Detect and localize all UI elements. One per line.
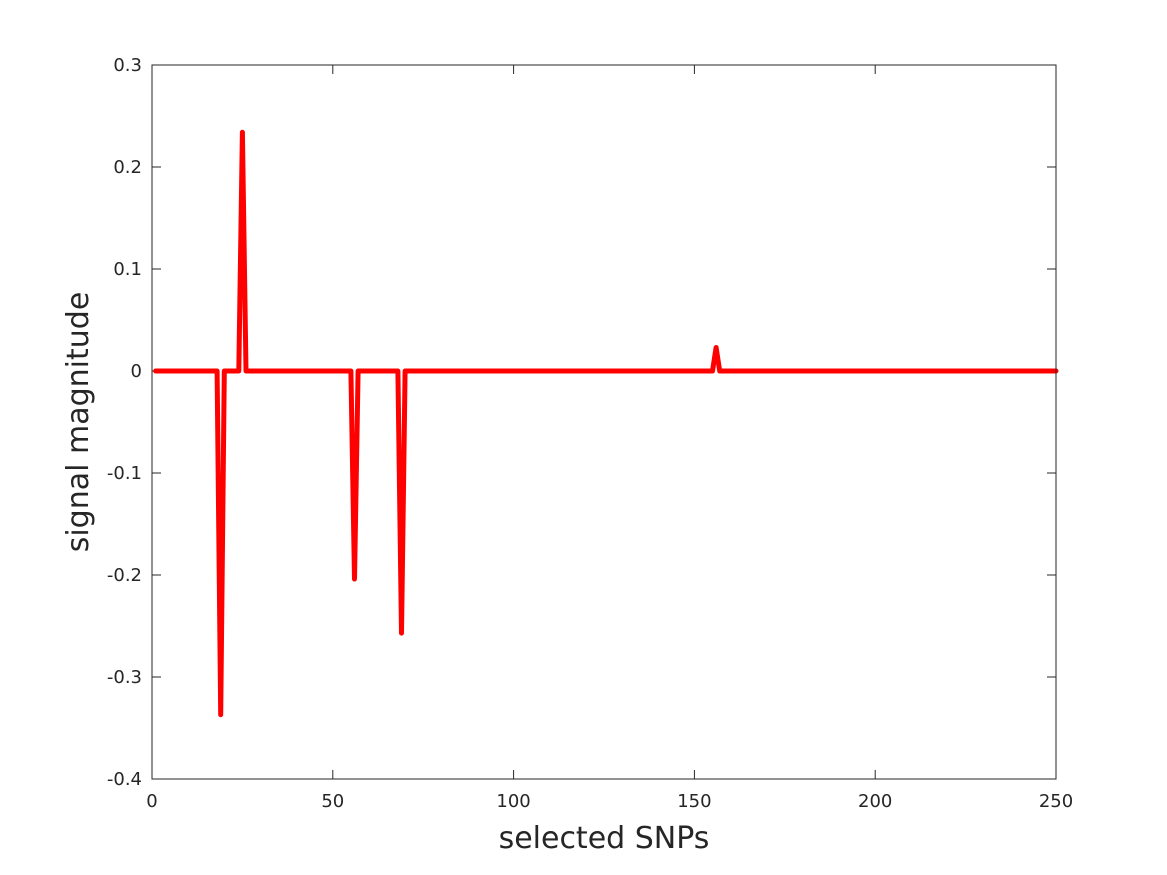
x-tick-label: 200 [858, 791, 892, 812]
x-tick-label: 50 [321, 791, 344, 812]
y-tick-label: -0.4 [107, 769, 142, 790]
x-tick-label: 100 [496, 791, 530, 812]
axes-box [151, 64, 1057, 780]
y-tick-label: -0.2 [107, 565, 142, 586]
y-tick-label: 0 [131, 361, 142, 382]
x-axis-label: selected SNPs [499, 821, 710, 856]
x-tick-label: 250 [1039, 791, 1073, 812]
plot-area [152, 65, 1056, 779]
y-tick-label: 0.3 [113, 55, 142, 76]
series-line [153, 129, 1059, 718]
x-tick-label: 150 [677, 791, 711, 812]
y-axis-label: signal magnitude [61, 292, 96, 553]
y-tick-label: -0.1 [107, 463, 142, 484]
axis-ticks: 0 50 100 150 200 250 -0.4 -0.3 -0.2 -0.1 0 0.1 0.2 0.… [107, 55, 1073, 812]
y-tick-label: -0.3 [107, 667, 142, 688]
y-tick-label: 0.1 [113, 259, 142, 280]
y-tick-label: 0.2 [113, 157, 142, 178]
x-tick-label: 0 [146, 791, 157, 812]
series-layer [153, 129, 1059, 718]
